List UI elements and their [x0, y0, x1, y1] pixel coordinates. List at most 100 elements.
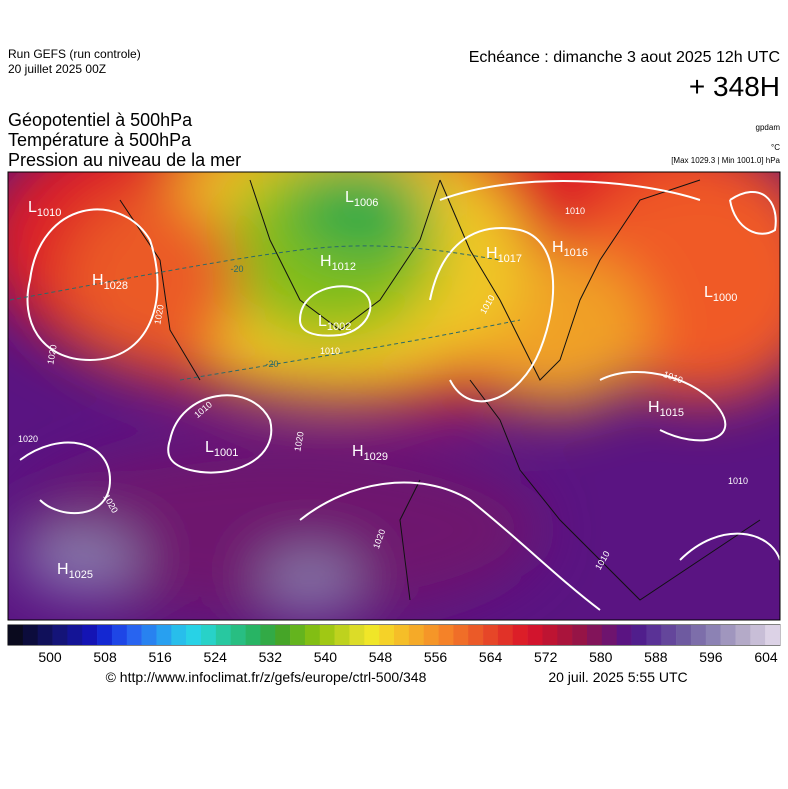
colorbar-swatch [156, 625, 172, 645]
pressure-center: L1002 [318, 313, 351, 333]
pressure-center: H1016 [552, 239, 588, 259]
center-letter: L [28, 199, 37, 216]
center-letter: H [648, 399, 660, 416]
colorbar-swatch [438, 625, 454, 645]
colorbar-swatch [52, 625, 68, 645]
pressure-center: L1010 [28, 199, 61, 219]
colorbar-swatch [82, 625, 98, 645]
colorbar-swatch [690, 625, 707, 645]
center-value: 1025 [69, 569, 93, 581]
title: Géopotentiel à 500hPa [8, 110, 193, 130]
colorbar-tick-label: 516 [148, 649, 172, 665]
isobar-label: 1020 [152, 304, 165, 325]
center-value: 1029 [364, 451, 388, 463]
isobar-label: 1010 [728, 476, 748, 486]
colorbar-swatch [423, 625, 439, 645]
unit-temp: °C [771, 143, 780, 152]
center-value: 1002 [327, 321, 351, 333]
colorbar-swatch [319, 625, 335, 645]
center-value: 1017 [498, 253, 522, 265]
center-value: 1028 [104, 280, 128, 292]
center-letter: H [552, 239, 564, 256]
colorbar-swatch [171, 625, 187, 645]
pressure-center: L1000 [704, 284, 737, 304]
isobar-label: 1020 [45, 344, 58, 365]
center-letter: H [92, 272, 104, 289]
run-label: Run GEFS (run controle) [8, 47, 141, 61]
pressure-center: H1025 [57, 561, 93, 581]
title: Température à 500hPa [8, 130, 192, 150]
unit-geo: gpdam [756, 123, 781, 132]
colorbar-swatch [245, 625, 261, 645]
pressure-center: L1006 [345, 189, 378, 209]
center-value: 1016 [564, 247, 588, 259]
isobar-label: 1020 [292, 431, 305, 452]
colorbar-tick-label: 572 [534, 649, 558, 665]
colorbar-swatch [394, 625, 410, 645]
colorbar-swatch [290, 625, 306, 645]
lead-time: + 348H [689, 71, 780, 102]
colorbar-tick-label: 564 [479, 649, 503, 665]
colorbar-swatch [334, 625, 350, 645]
colorbar-swatch [126, 625, 142, 645]
colorbar-swatch [735, 625, 751, 645]
pressure-center: H1015 [648, 399, 684, 419]
colorbar-tick-label: 596 [699, 649, 723, 665]
pressure-center: H1029 [352, 443, 388, 463]
colorbar-tick-label: 556 [424, 649, 448, 665]
colorbar-swatch [186, 625, 202, 645]
colorbar-tick-label: 580 [589, 649, 613, 665]
colorbar-swatch [349, 625, 365, 645]
colorbar-swatch [616, 625, 632, 645]
colorbar-swatch [468, 625, 484, 645]
colorbar-tick-label: 508 [93, 649, 117, 665]
map-frame [7, 171, 781, 621]
colorbar-tick-label: 588 [644, 649, 668, 665]
colorbar-swatch [705, 625, 721, 645]
center-letter: H [352, 443, 364, 460]
colorbar-swatch [527, 625, 543, 645]
colorbar-tick-label: 500 [38, 649, 62, 665]
colorbar-tick-label: 540 [314, 649, 338, 665]
isotherm-label: -20 [230, 264, 243, 274]
colorbar-swatch [601, 625, 617, 645]
colorbar-swatch [542, 625, 558, 645]
center-letter: L [318, 313, 327, 330]
colorbar-swatch [750, 625, 766, 645]
pressure-center: H1012 [320, 253, 356, 273]
map-field [8, 172, 780, 620]
colorbar-swatch [720, 625, 736, 645]
title: Pression au niveau de la mer [8, 150, 241, 170]
colorbar-swatch [646, 625, 662, 645]
colorbar-swatch [765, 625, 781, 645]
coastlines [119, 179, 761, 601]
center-letter: L [205, 439, 214, 456]
colorbar-swatch [483, 625, 499, 645]
center-letter: H [57, 561, 69, 578]
isobars [19, 180, 780, 611]
colorbar-swatch [67, 625, 83, 645]
isobar-label: 1020 [18, 434, 38, 444]
isobar-label: 1010 [565, 206, 585, 216]
colorbar-swatch [631, 625, 647, 645]
source-url: © http://www.infoclimat.fr/z/gefs/europe… [106, 669, 427, 685]
run-date: 20 juillet 2025 00Z [8, 62, 106, 76]
colorbar-swatch [111, 625, 128, 645]
isobar-label: 1010 [320, 346, 340, 356]
pressure-center: H1028 [92, 272, 128, 292]
center-letter: L [345, 189, 354, 206]
colorbar-swatch [379, 625, 395, 645]
center-value: 1006 [354, 197, 378, 209]
pressure-center: H1017 [486, 245, 522, 265]
center-value: 1001 [214, 447, 238, 459]
colorbar-swatch [512, 625, 528, 645]
colorbar-tick-label: 524 [204, 649, 228, 665]
colorbar-tick-label: 548 [369, 649, 393, 665]
echeance: Echéance : dimanche 3 aout 2025 12h UTC [469, 49, 780, 66]
timestamp: 20 juil. 2025 5:55 UTC [548, 669, 687, 685]
colorbar-swatch [408, 625, 424, 645]
center-value: 1015 [660, 407, 684, 419]
colorbar-swatch [8, 625, 24, 645]
